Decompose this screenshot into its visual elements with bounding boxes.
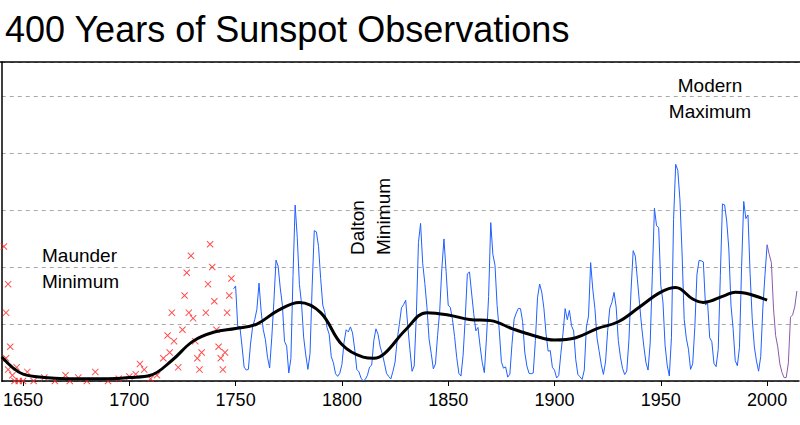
svg-text:Dalton: Dalton [347, 200, 368, 255]
svg-text:Minimum: Minimum [373, 178, 394, 255]
svg-text:2000: 2000 [747, 390, 787, 410]
svg-text:1900: 1900 [534, 390, 574, 410]
svg-text:Maunder: Maunder [42, 245, 118, 266]
svg-text:1800: 1800 [322, 390, 362, 410]
svg-text:1650: 1650 [3, 390, 43, 410]
svg-text:400 Years of Sunspot Observati: 400 Years of Sunspot Observations [5, 9, 569, 50]
svg-text:1950: 1950 [641, 390, 681, 410]
svg-text:1700: 1700 [109, 390, 149, 410]
svg-text:Maximum: Maximum [669, 101, 751, 122]
svg-text:1750: 1750 [216, 390, 256, 410]
svg-text:Minimum: Minimum [42, 271, 119, 292]
svg-text:Modern: Modern [678, 75, 742, 96]
svg-text:1850: 1850 [428, 390, 468, 410]
